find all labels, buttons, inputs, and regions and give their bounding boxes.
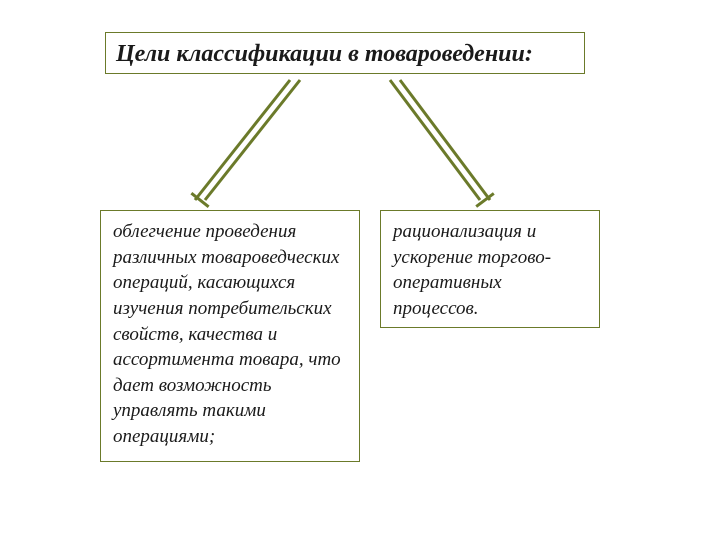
- connector-1-end-tick: [476, 193, 494, 206]
- connector-0-line: [195, 80, 290, 200]
- connector-0-line: [205, 80, 300, 200]
- connector-1-line: [400, 80, 490, 200]
- branch-box-right: рационализация и ускорение торгово-опера…: [380, 210, 600, 328]
- title-box: Цели классификации в товароведении:: [105, 32, 585, 74]
- connector-0-end-tick: [191, 193, 208, 207]
- connector-1-line: [390, 80, 480, 200]
- branch-box-left: облегчение проведения различных товарове…: [100, 210, 360, 462]
